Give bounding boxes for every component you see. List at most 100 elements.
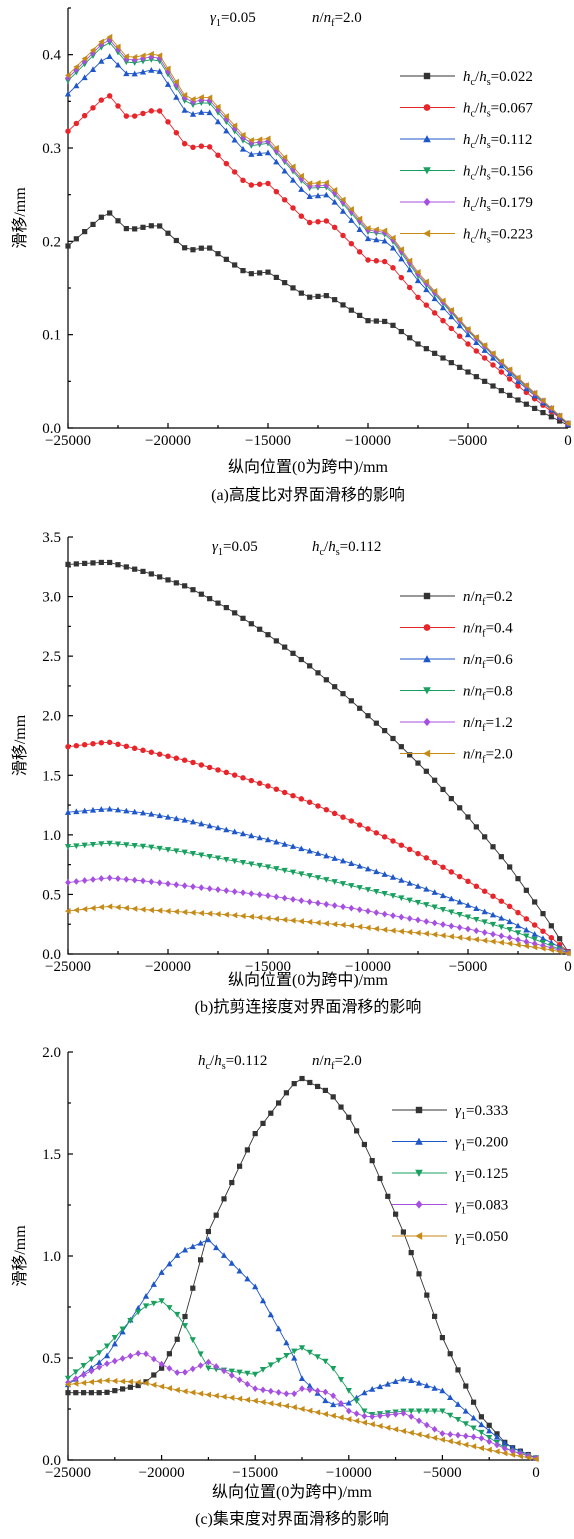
data-point-b-2	[456, 898, 463, 905]
data-point-a-4	[81, 57, 88, 65]
data-point-a-1	[498, 369, 505, 375]
data-point-a-5	[114, 43, 121, 50]
data-point-c-4	[486, 1446, 492, 1453]
data-point-c-2	[135, 1309, 142, 1316]
data-point-c-0	[471, 1399, 477, 1405]
data-point-a-2	[123, 70, 130, 77]
data-point-a-2	[289, 176, 297, 183]
legend-marker-c-3	[415, 1200, 423, 1209]
data-point-b-5	[114, 904, 121, 911]
data-point-b-0	[540, 911, 546, 917]
data-point-a-5	[556, 412, 563, 419]
data-point-a-1	[273, 188, 280, 195]
data-point-c-0	[205, 1228, 211, 1235]
data-point-c-2	[244, 1370, 251, 1377]
x-tick-label-b: −25000	[45, 959, 91, 975]
data-point-c-4	[470, 1443, 477, 1450]
data-point-a-2	[323, 191, 330, 198]
data-point-c-4	[189, 1389, 196, 1396]
data-point-b-5	[564, 950, 571, 957]
data-point-c-2	[447, 1412, 454, 1419]
data-point-b-5	[239, 912, 246, 920]
data-point-b-2	[181, 816, 188, 823]
data-point-a-2	[448, 313, 455, 320]
data-point-a-1	[256, 181, 263, 187]
data-point-b-0	[448, 796, 454, 802]
data-point-b-4	[240, 889, 246, 897]
data-point-a-5	[339, 196, 346, 203]
data-point-b-1	[281, 789, 288, 796]
data-point-b-2	[231, 828, 238, 835]
data-point-a-0	[523, 401, 529, 407]
data-point-a-5	[456, 316, 463, 323]
data-point-a-0	[432, 350, 438, 356]
x-tick-label-c: −20000	[139, 1465, 185, 1481]
data-point-b-0	[198, 591, 204, 597]
y-tick-label-a: 0.0	[42, 421, 61, 437]
data-point-b-2	[506, 918, 513, 925]
data-point-c-3	[72, 1375, 79, 1383]
x-axis-title-b: 纵向位置(0为跨中)/mm	[228, 971, 389, 989]
y-axis-title-a: 滑移/mm	[11, 187, 29, 249]
data-point-a-5	[514, 374, 521, 381]
data-point-c-4	[119, 1378, 126, 1385]
data-point-b-5	[373, 925, 379, 932]
data-point-b-2	[248, 832, 255, 839]
data-point-b-2	[406, 879, 413, 886]
data-point-c-3	[260, 1386, 266, 1394]
data-point-c-1	[205, 1236, 212, 1243]
legend-item-c-4: γ1=0.050	[392, 1229, 508, 1248]
data-point-a-1	[390, 265, 396, 271]
data-point-c-3	[127, 1352, 134, 1360]
y-tick-label-a: 0.3	[42, 141, 61, 157]
data-point-b-3	[439, 907, 447, 913]
caption-a: (a)高度比对界面滑移的影响	[211, 486, 405, 504]
data-point-b-1	[298, 796, 305, 802]
data-point-c-3	[361, 1412, 368, 1420]
data-point-b-0	[73, 561, 79, 567]
data-point-a-0	[473, 374, 479, 380]
data-point-a-2	[214, 118, 222, 125]
x-tick-label-b: 0	[564, 959, 572, 975]
series-a-5	[64, 33, 571, 427]
data-point-a-0	[132, 226, 138, 232]
data-point-c-3	[236, 1376, 243, 1384]
legend-item-a-2: hc/hs=0.112	[400, 132, 532, 151]
legend-marker-a-0	[423, 72, 431, 80]
data-point-a-1	[81, 112, 88, 119]
data-point-c-0	[81, 1390, 87, 1396]
data-point-a-1	[398, 274, 405, 281]
data-point-a-1	[98, 97, 105, 103]
data-point-b-5	[556, 948, 563, 955]
data-point-c-1	[408, 1377, 415, 1384]
data-point-b-1	[223, 769, 230, 776]
data-point-c-0	[190, 1285, 196, 1291]
data-point-b-5	[398, 928, 404, 935]
data-point-a-2	[131, 70, 138, 77]
data-point-a-0	[390, 322, 396, 328]
data-point-b-3	[214, 855, 222, 862]
data-point-c-0	[229, 1179, 235, 1186]
data-point-b-4	[73, 878, 80, 885]
data-point-a-0	[498, 388, 504, 394]
data-point-c-1	[330, 1401, 337, 1408]
data-point-c-1	[431, 1384, 438, 1391]
data-point-c-3	[135, 1350, 142, 1357]
data-point-a-1	[190, 144, 196, 151]
data-point-c-0	[330, 1094, 336, 1100]
data-point-a-1	[340, 232, 346, 239]
data-point-a-5	[198, 94, 204, 101]
data-point-c-0	[135, 1382, 141, 1389]
data-point-c-4	[267, 1400, 274, 1407]
legend-marker-a-1	[423, 104, 431, 111]
data-point-a-2	[198, 109, 205, 115]
data-point-a-1	[140, 110, 146, 117]
annotation-b: γ1=0.05	[212, 539, 258, 558]
data-point-a-5	[173, 78, 179, 86]
data-point-b-4	[148, 878, 155, 886]
data-point-a-0	[148, 223, 154, 229]
data-point-c-2	[462, 1421, 469, 1427]
data-point-b-3	[273, 866, 280, 872]
data-point-b-3	[114, 841, 122, 848]
data-point-b-2	[331, 855, 338, 861]
